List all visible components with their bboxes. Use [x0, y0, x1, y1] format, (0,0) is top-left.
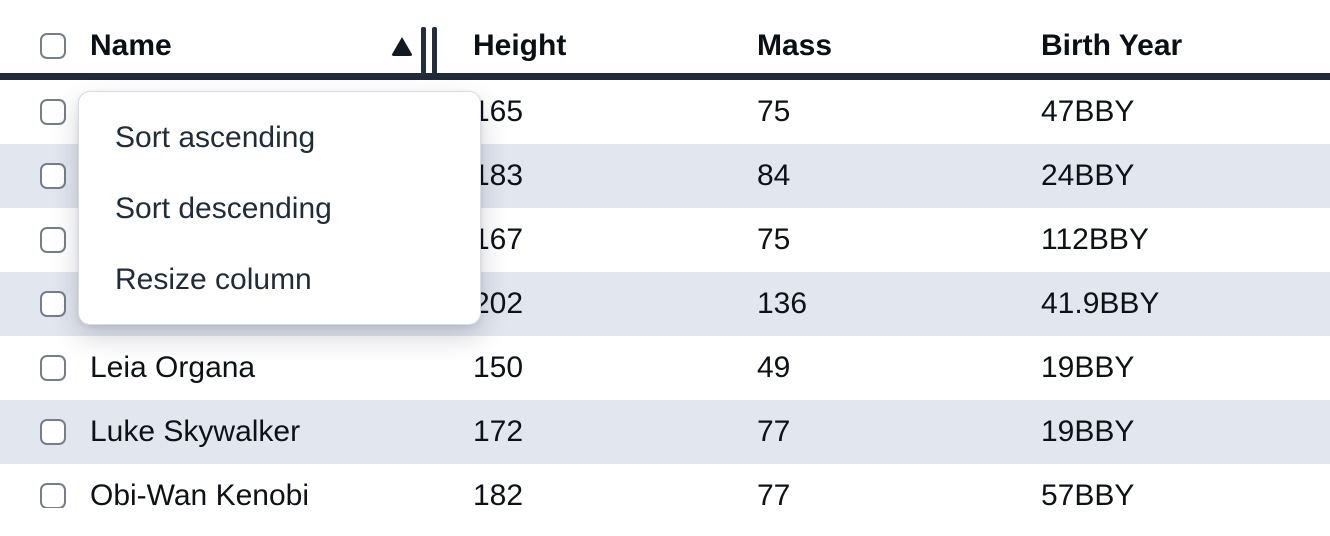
row-checkbox[interactable]: [40, 483, 66, 508]
cell-birth-year: 41.9BBY: [1041, 289, 1160, 319]
cell-height: 182: [473, 481, 524, 508]
sort-ascending-icon: [391, 37, 413, 56]
resize-bar-icon: [432, 27, 437, 74]
row-select-cell: [0, 227, 90, 253]
cell-birth-year: 112BBY: [1041, 225, 1149, 255]
cell-height: 172: [473, 417, 524, 447]
table-header-row: Name Height Mass Birth Year: [0, 0, 1330, 80]
row-select-cell: [0, 99, 90, 125]
cell-mass: 77: [757, 417, 791, 447]
table-row[interactable]: Luke Skywalker 172 77 19BBY: [0, 400, 1330, 464]
row-select-cell: [0, 419, 90, 445]
row-select-cell: [0, 163, 90, 189]
cell-mass: 84: [757, 161, 791, 191]
cell-name: Leia Organa: [90, 353, 256, 383]
column-header-mass[interactable]: Mass: [757, 28, 833, 62]
row-checkbox[interactable]: [40, 99, 66, 125]
cell-height: 202: [473, 289, 524, 319]
row-checkbox[interactable]: [40, 163, 66, 189]
cell-mass: 136: [757, 289, 808, 319]
menu-item-sort-descending[interactable]: Sort descending: [115, 191, 332, 225]
column-actions-menu: Sort ascending Sort descending Resize co…: [78, 91, 481, 325]
cell-birth-year: 19BBY: [1041, 353, 1135, 383]
resize-bar-icon: [421, 27, 426, 74]
cell-birth-year: 47BBY: [1041, 97, 1135, 127]
row-select-cell: [0, 483, 90, 508]
cell-mass: 49: [757, 353, 791, 383]
column-header-birth-year[interactable]: Birth Year: [1041, 28, 1183, 62]
cell-height: 183: [473, 161, 524, 191]
menu-item-sort-ascending[interactable]: Sort ascending: [115, 120, 316, 154]
cell-mass: 75: [757, 97, 791, 127]
table-row[interactable]: Leia Organa 150 49 19BBY: [0, 336, 1330, 400]
cell-height: 165: [473, 97, 524, 127]
cell-name: Obi-Wan Kenobi: [90, 481, 309, 508]
cell-birth-year: 57BBY: [1041, 481, 1135, 508]
column-header-height[interactable]: Height: [473, 28, 567, 62]
table-row[interactable]: Obi-Wan Kenobi 182 77 57BBY: [0, 464, 1330, 508]
cell-mass: 77: [757, 481, 791, 508]
menu-item-resize-column[interactable]: Resize column: [115, 262, 312, 296]
cell-birth-year: 24BBY: [1041, 161, 1135, 191]
column-header-name[interactable]: Name: [90, 28, 172, 62]
row-select-cell: [0, 291, 90, 317]
cell-birth-year: 19BBY: [1041, 417, 1135, 447]
cell-name: Luke Skywalker: [90, 417, 301, 447]
cell-height: 150: [473, 353, 524, 383]
row-select-cell: [0, 355, 90, 381]
select-all-checkbox[interactable]: [40, 32, 66, 59]
row-checkbox[interactable]: [40, 291, 66, 317]
row-checkbox[interactable]: [40, 355, 66, 381]
row-checkbox[interactable]: [40, 419, 66, 445]
column-resize-handle[interactable]: [421, 27, 437, 74]
row-checkbox[interactable]: [40, 227, 66, 253]
cell-height: 167: [473, 225, 524, 255]
cell-mass: 75: [757, 225, 791, 255]
data-table: Name Height Mass Birth Year 165 75 47BBY…: [0, 0, 1330, 508]
select-all-cell: [0, 32, 90, 59]
